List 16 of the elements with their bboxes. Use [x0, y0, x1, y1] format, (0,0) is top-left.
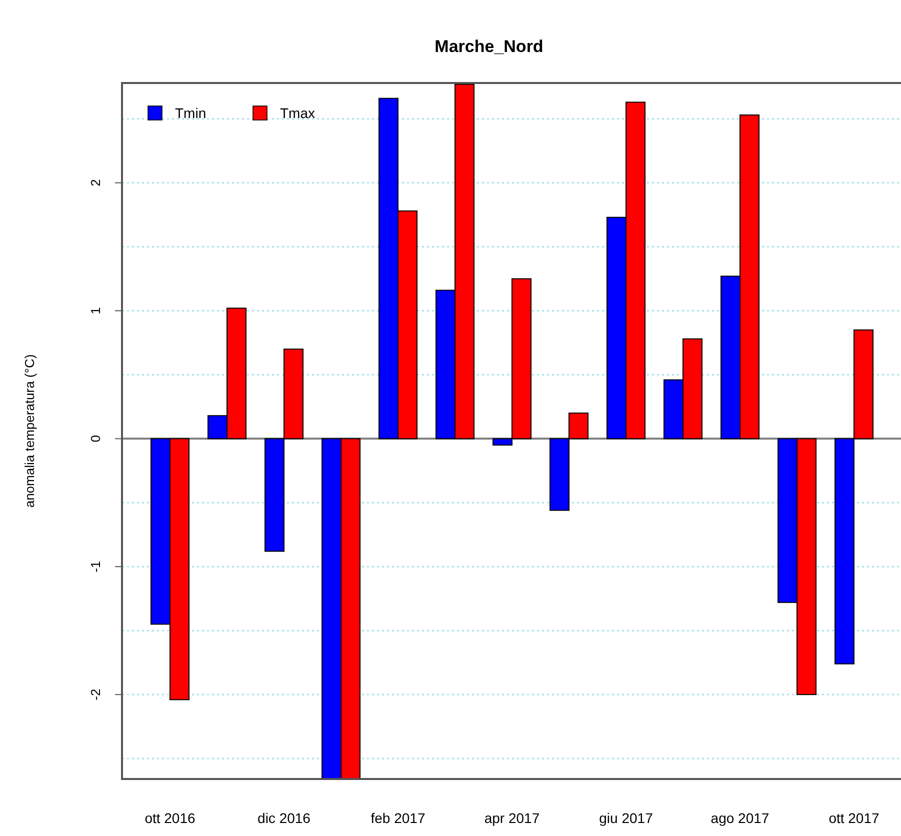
- x-tick-label: ago 2017: [710, 810, 770, 826]
- y-tick-label: 2: [88, 179, 103, 186]
- chart-title: Marche_Nord: [434, 37, 544, 56]
- legend-label: Tmin: [175, 105, 206, 121]
- y-tick-label: -1: [88, 560, 103, 572]
- x-tick-label: apr 2017: [484, 810, 540, 826]
- x-tick-label: ott 2017: [828, 810, 880, 826]
- x-tick-label: ott 2016: [144, 810, 196, 826]
- y-axis-title: anomalia temperatura (°C): [22, 354, 37, 508]
- y-tick-label: -2: [88, 688, 103, 700]
- x-tick-label: feb 2017: [370, 810, 426, 826]
- x-tick-label: dic 2016: [258, 810, 311, 826]
- y-tick-label: 0: [88, 435, 103, 442]
- x-tick-label: giu 2017: [599, 810, 654, 826]
- y-tick-label: 1: [88, 307, 103, 314]
- legend-label: Tmax: [280, 105, 315, 121]
